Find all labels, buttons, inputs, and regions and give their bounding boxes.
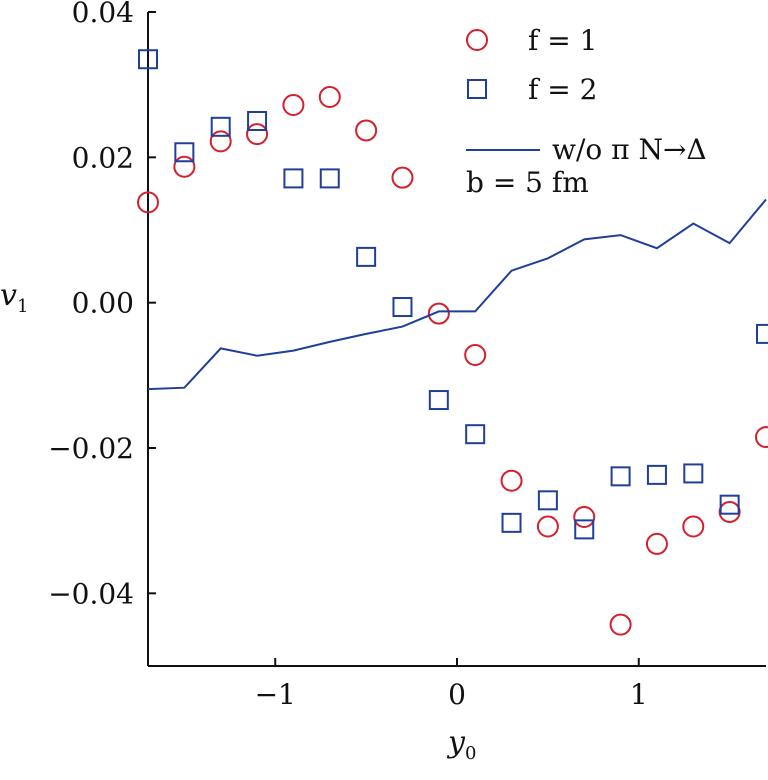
- x-axis: −1 0 1: [255, 658, 648, 711]
- data-point-f2: [756, 323, 768, 344]
- data-point-f2: [356, 246, 377, 267]
- data-point-f2: [174, 142, 195, 163]
- data-point-f2: [210, 116, 231, 137]
- legend: f = 1 f = 2 w/o π N→Δb = 5 fm: [466, 24, 707, 199]
- data-point-f2: [501, 512, 522, 533]
- x-tick-label: 0: [448, 678, 466, 711]
- data-point-f2: [465, 424, 486, 445]
- y-axis: 0.04 0.02 0.00 −0.02 −0.04: [48, 0, 156, 610]
- data-point-f1: [391, 166, 414, 189]
- data-point-f1: [755, 426, 768, 449]
- data-point-f1: [355, 119, 378, 142]
- y-tick-label: −0.02: [48, 432, 134, 465]
- data-point-f2: [683, 463, 704, 484]
- data-point-f1: [318, 86, 341, 109]
- data-point-f1: [137, 191, 159, 214]
- y-tick-label: 0.00: [72, 287, 134, 320]
- data-point-f1: [609, 613, 632, 636]
- legend-marker-f1: [466, 29, 488, 51]
- data-point-f2: [138, 49, 158, 70]
- data-point-f1: [246, 123, 269, 146]
- annotation-impact-parameter: b = 5 fm: [466, 166, 589, 199]
- data-point-f2: [283, 168, 304, 189]
- series-line-wo-piN-delta: [147, 198, 767, 391]
- data-point-f1: [500, 469, 523, 492]
- data-point-f2: [574, 519, 595, 540]
- x-tick-label: 1: [630, 678, 648, 711]
- data-point-f2: [247, 111, 268, 131]
- data-layer: [137, 49, 768, 636]
- x-axis-label: y0: [446, 725, 476, 764]
- data-point-f2: [392, 297, 413, 318]
- y-axis-label: v1: [0, 278, 28, 317]
- y-axis-label-symbol: v: [0, 278, 17, 313]
- legend-label-line: w/o π N→Δ: [552, 133, 707, 166]
- y-tick-label: 0.02: [72, 141, 134, 174]
- x-axis-label-subscript: 0: [465, 743, 476, 764]
- legend-marker-f2: [467, 79, 487, 99]
- data-point-f2: [537, 490, 558, 511]
- data-point-f1: [645, 532, 668, 555]
- data-point-f2: [646, 464, 667, 485]
- data-point-f1: [718, 500, 741, 523]
- data-point-f1: [209, 130, 232, 153]
- data-point-f2: [319, 168, 340, 189]
- data-point-f1: [282, 94, 305, 117]
- data-point-f2: [719, 494, 740, 515]
- legend-label-f1: f = 1: [528, 24, 597, 57]
- data-point-f2: [610, 466, 631, 487]
- data-point-f1: [464, 343, 487, 366]
- data-point-f1: [427, 302, 450, 325]
- data-point-f2: [428, 390, 449, 411]
- data-point-f1: [573, 506, 596, 529]
- y-tick-label: −0.04: [48, 577, 134, 610]
- y-tick-label: 0.04: [72, 0, 134, 29]
- data-point-f1: [682, 515, 705, 538]
- plot-frame: [147, 12, 766, 667]
- x-tick-label: −1: [255, 678, 296, 711]
- x-axis-label-symbol: y: [446, 725, 466, 760]
- y-axis-label-subscript: 1: [17, 296, 28, 317]
- legend-label-f2: f = 2: [528, 73, 597, 106]
- data-point-f1: [173, 155, 196, 178]
- data-point-f1: [536, 515, 559, 538]
